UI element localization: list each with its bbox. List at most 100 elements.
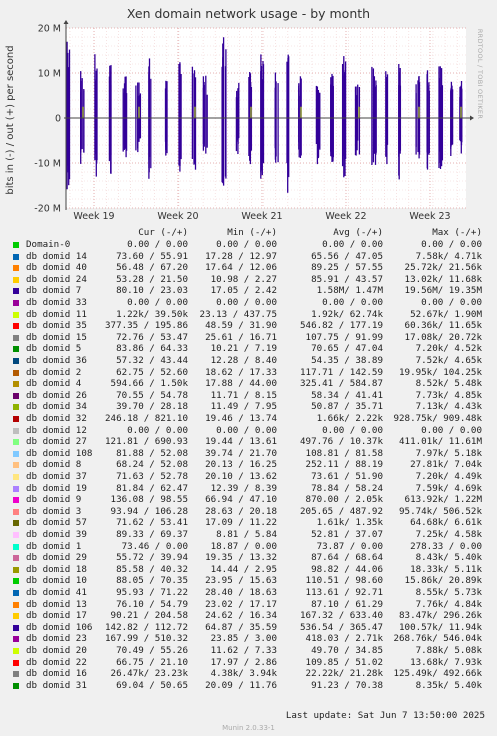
x-tick-label: Week 23 [409, 211, 450, 222]
legend-series-name: db domid 32 [26, 413, 87, 424]
legend-value-avg: 87.10 / 61.29 [311, 598, 383, 610]
legend-swatch [13, 346, 19, 353]
legend-series-name: db domid 1 [26, 540, 82, 552]
legend-value-avg: 49.70 / 34.85 [311, 645, 383, 656]
legend-value-avg: 73.61 / 51.90 [311, 471, 383, 482]
legend-row: db domid 17 90.21 / 204.58 24.62 / 16.34 16… [0, 611, 497, 621]
legend-value-avg: 1.66k/ 2.22k [316, 413, 383, 424]
legend-swatch [13, 450, 19, 457]
legend-swatch [13, 404, 19, 411]
legend-value-cur: 68.24 / 52.08 [116, 459, 188, 471]
legend-value-min: 10.98 / 2.27 [210, 273, 277, 285]
legend-value-avg: 108.81 / 81.58 [305, 447, 383, 459]
legend-value-avg: 89.25 / 57.55 [311, 262, 383, 274]
legend-value-max: 17.08k/ 20.72k [404, 331, 482, 343]
legend-value-cur: 57.32 / 43.44 [116, 355, 188, 366]
legend-series-name: db domid 37 [26, 471, 87, 482]
legend-value-max: 278.33 / 0.00 [410, 540, 482, 552]
y-tick-label: 10 M [38, 69, 61, 80]
legend-value-cur: 56.48 / 67.20 [116, 262, 188, 274]
legend-row: db domid 23 167.99 / 510.32 23.85 / 3.00 41… [0, 634, 497, 644]
legend-value-min: 20.09 / 11.76 [205, 679, 277, 691]
legend-series-name: db domid 7 [26, 285, 82, 297]
legend-swatch [13, 532, 19, 538]
legend-series-name: db domid 106 [26, 621, 93, 633]
legend-value-cur: 71.62 / 53.41 [116, 517, 188, 529]
legend-value-avg: 70.65 / 47.04 [311, 343, 383, 355]
legend-value-cur: 70.55 / 54.78 [116, 389, 188, 401]
legend-row: db domid 36 57.32 / 43.44 12.28 / 8.40 54.3… [0, 356, 497, 366]
legend-row: db domid 35 377.35 / 195.86 48.59 / 31.90 5… [0, 321, 497, 331]
legend-series-name: db domid 2 [26, 366, 82, 378]
legend-series-name: db domid 16 [26, 668, 87, 680]
legend-value-cur: 95.93 / 71.22 [116, 587, 188, 598]
legend-swatch [13, 671, 19, 678]
legend-value-cur: 39.70 / 28.18 [116, 401, 188, 413]
legend-value-avg: 107.75 / 91.99 [305, 331, 383, 343]
legend-series-name: db domid 19 [26, 482, 87, 494]
legend-value-min: 19.44 / 13.61 [205, 436, 277, 448]
legend-value-cur: 0.00 / 0.00 [127, 239, 188, 250]
legend-value-min: 8.81 / 5.84 [216, 529, 277, 540]
legend-swatch [13, 624, 19, 631]
legend-value-min: 17.28 / 12.97 [205, 250, 277, 262]
legend-value-avg: 325.41 / 584.87 [300, 378, 383, 390]
legend-series-name: db domid 15 [26, 331, 87, 343]
legend-column-header: Avg (-/+) [333, 227, 383, 238]
legend-value-avg: 52.81 / 37.07 [311, 529, 383, 540]
legend-value-avg: 98.82 / 44.06 [311, 563, 383, 575]
legend-value-min: 17.05 / 2.42 [210, 285, 277, 297]
last-update: Last update: Sat Jun 7 13:50:00 2025 [285, 710, 485, 721]
legend-value-min: 20.10 / 13.62 [205, 471, 277, 482]
legend-swatch [13, 682, 19, 689]
legend-series-name: db domid 17 [26, 610, 87, 622]
legend-value-cur: 72.76 / 53.47 [116, 331, 188, 343]
legend-series-name: db domid 26 [26, 389, 87, 401]
legend-value-avg: 418.03 / 2.71k [305, 633, 383, 645]
legend-value-avg: 1.58M/ 1.47M [316, 285, 383, 297]
legend-value-max: 8.52k/ 5.48k [415, 378, 482, 390]
legend-value-avg: 54.35 / 38.89 [311, 355, 383, 366]
legend-value-cur: 93.94 / 106.28 [110, 505, 188, 517]
legend-value-max: 7.20k/ 4.52k [415, 343, 482, 355]
legend-value-min: 23.85 / 3.00 [210, 633, 277, 645]
legend-series-name: db domid 10 [26, 575, 87, 587]
legend-value-min: 39.74 / 21.70 [205, 447, 277, 459]
legend-value-min: 12.39 / 8.39 [210, 482, 277, 494]
legend-value-max: 15.86k/ 20.89k [404, 575, 482, 587]
munin-version: Munin 2.0.33-1 [222, 724, 275, 732]
legend-series-name: db domid 36 [26, 355, 87, 366]
legend-value-avg: 0.00 / 0.00 [322, 239, 383, 250]
legend-swatch [13, 439, 19, 446]
legend-value-avg: 50.87 / 35.71 [311, 401, 383, 413]
legend-value-cur: 85.58 / 40.32 [116, 563, 188, 575]
legend-row: db domid 2 62.75 / 52.60 18.62 / 17.33 117.… [0, 366, 497, 378]
legend-value-max: 19.95k/ 104.25k [399, 366, 482, 378]
legend-value-max: 0.00 / 0.00 [421, 424, 482, 436]
legend-row: db domid 40 56.48 / 67.20 17.64 / 12.06 89.… [0, 263, 497, 273]
legend-value-avg: 0.00 / 0.00 [322, 424, 383, 436]
legend-row: db domid 20 70.49 / 55.26 11.62 / 7.33 49.7… [0, 646, 497, 656]
legend-row: db domid 18 85.58 / 40.32 14.44 / 2.95 98.8… [0, 563, 497, 575]
legend-series-name: db domid 18 [26, 563, 87, 575]
legend-swatch [13, 392, 19, 399]
legend-value-max: 7.97k/ 5.18k [415, 447, 482, 459]
chart-axes: 20 M 10 M 0 -10 M -20 M Week 19 Week 20 Week 21… [34, 20, 474, 222]
legend-value-avg: 0.00 / 0.00 [322, 297, 383, 308]
legend-row: db domid 22 66.75 / 21.10 17.97 / 2.86 109.… [0, 657, 497, 668]
legend-value-cur: 71.63 / 52.78 [116, 471, 188, 482]
legend-value-max: 19.56M/ 19.35M [404, 285, 482, 297]
legend-value-max: 7.58k/ 4.71k [415, 250, 482, 262]
x-tick-label: Week 21 [241, 211, 282, 222]
legend-value-max: 7.73k/ 4.85k [415, 389, 482, 401]
legend-value-cur: 73.46 / 0.00 [121, 540, 188, 552]
legend-row: db domid 16 26.47k/ 23.23k 4.38k/ 3.94k 22.… [0, 669, 497, 679]
legend-value-min: 11.71 / 8.15 [210, 389, 277, 401]
legend-value-cur: 1.22k/ 39.50k [116, 308, 188, 320]
legend-value-avg: 252.11 / 88.19 [305, 459, 383, 471]
legend-value-max: 928.75k/ 909.48k [393, 413, 482, 424]
legend-value-min: 23.95 / 15.63 [205, 575, 277, 587]
legend-row: Domain-0 0.00 / 0.00 0.00 / 0.00 0.00 / 0.0… [0, 240, 497, 250]
legend-swatch [13, 358, 19, 364]
legend-swatch [13, 300, 19, 306]
